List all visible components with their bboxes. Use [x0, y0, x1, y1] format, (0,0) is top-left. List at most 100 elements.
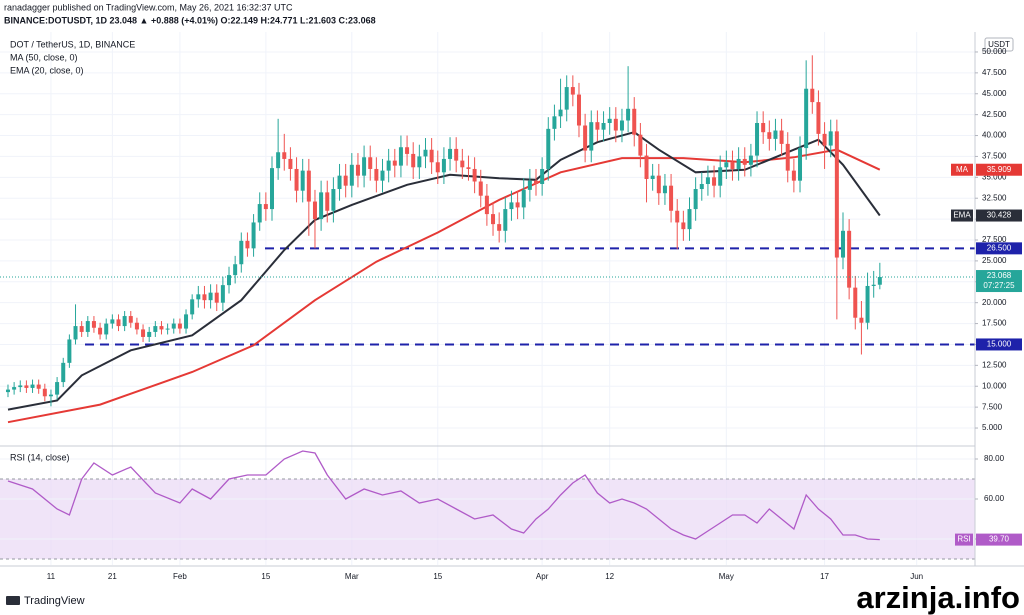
candle-body: [877, 277, 882, 285]
candle-body: [503, 209, 508, 231]
indicator-line: [7, 131, 881, 411]
candle-body: [429, 149, 434, 163]
candle-body: [742, 158, 747, 165]
candle-body: [816, 102, 821, 134]
candle-body: [626, 108, 631, 121]
y-tick-label: 35.000: [982, 172, 1007, 181]
candle-body: [269, 168, 274, 210]
candle-body: [417, 156, 422, 168]
candle-body: [294, 168, 299, 191]
candle-body: [552, 116, 557, 129]
rsi-name-tag: [955, 533, 973, 546]
candle-body: [306, 170, 311, 202]
candle-body: [607, 118, 612, 124]
y-tick-label: 17.500: [982, 319, 1007, 328]
candle-body: [190, 299, 195, 315]
candle-body: [239, 240, 244, 265]
candle-body: [208, 292, 213, 301]
candle-body: [454, 148, 459, 161]
x-tick-label: Jun: [910, 572, 923, 581]
rsi-title: RSI (14, close): [10, 452, 70, 462]
candle-body: [134, 322, 139, 330]
rsi-name: RSI: [957, 535, 970, 544]
candle-body: [405, 147, 410, 154]
candle-body: [534, 180, 539, 185]
candle-body: [730, 162, 735, 169]
y-tick-label: 45.000: [982, 89, 1007, 98]
candle-body: [116, 319, 121, 327]
candle-body: [669, 185, 674, 211]
candle-body: [67, 339, 72, 363]
candle-body: [460, 160, 465, 168]
x-tick-label: 21: [108, 572, 117, 581]
candle-body: [30, 384, 35, 388]
candle-body: [712, 177, 717, 186]
candle-body: [736, 158, 741, 169]
candle-body: [662, 185, 667, 194]
currency: USDT: [988, 40, 1010, 49]
candle-body: [840, 230, 845, 258]
candle-body: [98, 327, 103, 335]
candle-body: [540, 168, 545, 185]
logo-icon: [6, 596, 20, 605]
candle-body: [85, 321, 90, 332]
y-tick-label: 20.000: [982, 298, 1007, 307]
y-tick-label: 32.500: [982, 193, 1007, 202]
publisher-line: ranadagger published on TradingView.com,…: [4, 2, 293, 12]
y-tick-label: 25.000: [982, 256, 1007, 265]
plot: [0, 32, 975, 565]
candle-body: [570, 87, 575, 95]
candle-body: [325, 192, 330, 211]
series-name: MA: [956, 165, 969, 174]
candle-body: [337, 175, 342, 190]
x-tick-label: Mar: [345, 572, 359, 581]
candle-body: [527, 180, 532, 190]
candle-body: [42, 388, 47, 397]
x-tick-label: 15: [261, 572, 270, 581]
candle-body: [331, 189, 336, 211]
series-value: 30.428: [987, 211, 1012, 220]
currency-box[interactable]: [984, 37, 1014, 52]
candle-body: [220, 285, 225, 303]
candle-body: [644, 155, 649, 179]
candle-body: [767, 132, 772, 139]
watermark: arzinja.info: [856, 580, 1020, 615]
rsi-value-tag: [976, 533, 1022, 546]
indicator-line: [7, 148, 881, 424]
symbol-line: BINANCE:DOTUSDT, 1D 23.048 ▲ +0.888 (+4.…: [4, 15, 376, 25]
candle-body: [675, 210, 680, 223]
countdown: 07:27:25: [983, 281, 1015, 290]
candle-body: [509, 202, 514, 210]
candle-body: [791, 170, 796, 181]
candle-body: [233, 264, 238, 276]
candle-body: [595, 122, 600, 130]
candle-body: [613, 118, 618, 131]
candle-body: [141, 329, 146, 337]
candle-body: [589, 122, 594, 151]
candle-body: [159, 326, 164, 330]
candle-body: [650, 175, 655, 179]
series-name: EMA: [953, 211, 971, 220]
candle-body: [282, 152, 287, 159]
candle-body: [55, 382, 60, 395]
candle-body: [122, 316, 127, 327]
candle-body: [810, 88, 815, 103]
candle-body: [687, 209, 692, 230]
legend-ma: MA (50, close, 0): [10, 52, 78, 62]
candle-body: [441, 158, 446, 173]
candle-body: [779, 130, 784, 144]
candle-body: [196, 294, 201, 300]
last-price-tag: [976, 270, 1022, 293]
y-tick-label: 12.500: [982, 360, 1007, 369]
x-tick-label: Apr: [536, 572, 549, 581]
candle-body: [681, 222, 686, 230]
candle-body: [368, 157, 373, 169]
candle-body: [748, 155, 753, 165]
candle-body: [853, 287, 858, 318]
candle-body: [349, 164, 354, 186]
candle-body: [601, 123, 606, 130]
candle-body: [435, 162, 440, 173]
candle-body: [319, 192, 324, 220]
candle-body: [478, 181, 483, 196]
candle-body: [171, 323, 176, 329]
